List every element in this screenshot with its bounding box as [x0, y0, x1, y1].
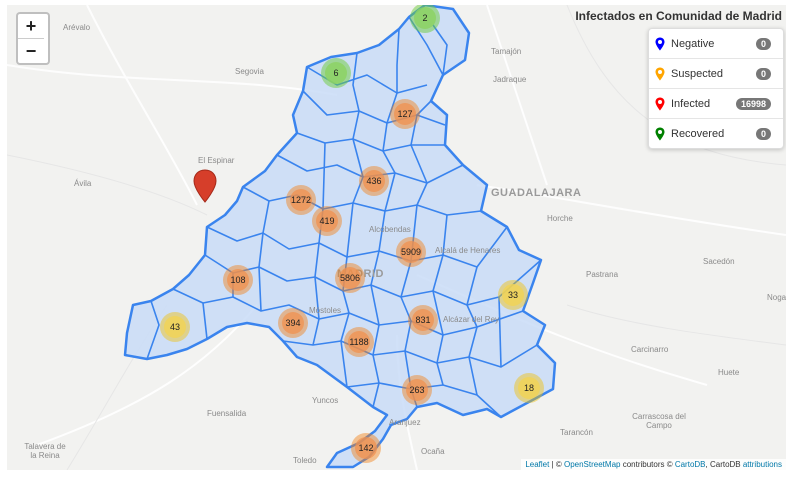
cluster-count: 831: [412, 309, 434, 331]
cluster-count: 5909: [400, 241, 422, 263]
cluster-marker[interactable]: 5909: [396, 237, 426, 267]
cluster-count: 394: [282, 312, 304, 334]
openstreetmap-link[interactable]: OpenStreetMap: [563, 460, 621, 469]
cluster-count: 18: [518, 377, 540, 399]
cluster-marker[interactable]: 831: [408, 305, 438, 335]
place-label: Alcalá de Henares: [435, 246, 501, 255]
map-attribution: Leaflet | © OpenStreetMap contributors ©…: [521, 459, 786, 470]
legend-count-badge: 0: [755, 37, 771, 50]
attribution-text: contributors ©: [620, 460, 675, 469]
place-label: Arévalo: [63, 23, 91, 32]
cluster-count: 2: [414, 7, 436, 29]
cluster-count: 43: [164, 316, 186, 338]
attribution-text: , CartoDB: [705, 460, 743, 469]
cluster-marker[interactable]: 394: [278, 308, 308, 338]
cluster-count: 142: [355, 437, 377, 459]
place-label: Fuensalida: [207, 409, 247, 418]
map-pin-icon: [655, 37, 665, 50]
map-pin-icon: [655, 127, 665, 140]
legend-item-negative[interactable]: Negative 0: [649, 29, 783, 59]
cluster-marker[interactable]: 2: [410, 5, 440, 33]
legend-item-recovered[interactable]: Recovered 0: [649, 119, 783, 148]
legend-count-badge: 0: [755, 67, 771, 80]
cluster-marker[interactable]: 18: [514, 373, 544, 403]
legend-label: Suspected: [671, 67, 723, 80]
map-pin-icon: [655, 67, 665, 80]
place-label: Huete: [718, 368, 740, 377]
place-label: Pastrana: [586, 270, 619, 279]
zoom-in-button[interactable]: +: [25, 16, 37, 36]
cluster-count: 108: [227, 269, 249, 291]
cluster-marker[interactable]: 108: [223, 265, 253, 295]
place-label: Ávila: [74, 179, 92, 188]
legend: Negative 0 Suspected 0 Infected 16998 Re…: [648, 28, 784, 149]
cluster-count: 5806: [339, 267, 361, 289]
map-title: Infectados en Comunidad de Madrid: [575, 9, 782, 23]
cluster-count: 6: [325, 62, 347, 84]
cluster-marker[interactable]: 5806: [335, 263, 365, 293]
cluster-marker[interactable]: 43: [160, 312, 190, 342]
legend-count-badge: 0: [755, 127, 771, 140]
place-label: Móstoles: [309, 306, 342, 315]
place-label: Aranjuez: [389, 418, 421, 427]
cluster-marker[interactable]: 1272: [286, 185, 316, 215]
place-label: Segovia: [235, 67, 264, 76]
attributions-link[interactable]: attributions: [742, 460, 782, 469]
cluster-count: 419: [316, 210, 338, 232]
place-label: Alcobendas: [369, 225, 411, 234]
place-label: Ocaña: [421, 447, 445, 456]
place-label: Carcinarro: [631, 345, 669, 354]
cluster-count: 1188: [348, 331, 370, 353]
place-label: Nogales: [767, 293, 786, 302]
cluster-marker[interactable]: 33: [498, 280, 528, 310]
cluster-marker[interactable]: 6: [321, 58, 351, 88]
place-label: Alcázar del Rey: [443, 315, 500, 324]
cartodb-link[interactable]: CartoDB: [674, 460, 706, 469]
base-map: [7, 5, 786, 470]
place-label: Tarancón: [560, 428, 593, 437]
cluster-marker[interactable]: 419: [312, 206, 342, 236]
place-label: Jadraque: [493, 75, 527, 84]
legend-label: Recovered: [671, 127, 725, 140]
place-label: Yuncos: [312, 396, 339, 405]
map-pin-icon: [655, 97, 665, 110]
legend-item-suspected[interactable]: Suspected 0: [649, 59, 783, 89]
cluster-count: 263: [406, 379, 428, 401]
map-canvas[interactable]: Arévalo Segovia El Espinar Ávila Tamajón…: [7, 5, 786, 470]
place-label: Carrascosa del Campo: [632, 412, 686, 430]
leaflet-link[interactable]: Leaflet: [525, 460, 550, 469]
cluster-count: 1272: [290, 189, 312, 211]
place-label: El Espinar: [198, 156, 235, 165]
place-label: Tamajón: [491, 47, 522, 56]
zoom-out-button[interactable]: −: [18, 38, 44, 63]
attribution-text: | ©: [549, 460, 564, 469]
legend-label: Negative: [671, 37, 715, 50]
cluster-marker[interactable]: 1188: [344, 327, 374, 357]
legend-label: Infected: [671, 97, 711, 110]
cluster-marker[interactable]: 436: [359, 166, 389, 196]
cluster-count: 33: [502, 284, 524, 306]
place-label: Toledo: [293, 456, 317, 465]
zoom-control: + −: [16, 12, 50, 65]
legend-item-infected[interactable]: Infected 16998: [649, 89, 783, 119]
legend-count-badge: 16998: [735, 97, 771, 110]
place-label: Sacedón: [703, 257, 735, 266]
place-label: Talavera de la Reina: [24, 442, 66, 460]
place-label: Horche: [547, 214, 573, 223]
map-pin-icon[interactable]: [193, 169, 217, 203]
cluster-marker[interactable]: 127: [390, 99, 420, 129]
place-label: GUADALAJARA: [491, 187, 582, 199]
cluster-count: 127: [394, 103, 416, 125]
cluster-count: 436: [363, 170, 385, 192]
cluster-marker[interactable]: 142: [351, 433, 381, 463]
cluster-marker[interactable]: 263: [402, 375, 432, 405]
